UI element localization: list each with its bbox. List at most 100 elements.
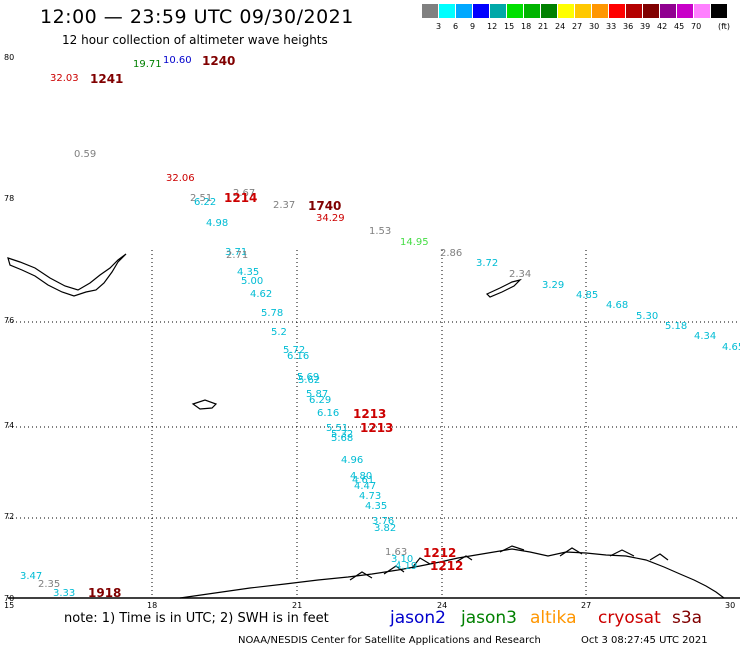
lat-label: 78 (4, 194, 15, 203)
wave-height-label: 2.86 (440, 248, 463, 259)
coastline (7, 253, 725, 599)
fjord-detail (349, 545, 669, 581)
wave-height-label: 6.29 (309, 395, 332, 406)
wave-height-label: 4.73 (359, 491, 382, 502)
wave-height-label: 5.68 (331, 433, 354, 444)
wave-height-label: 32.03 (50, 73, 79, 84)
wave-height-label: 4.80 (350, 471, 373, 482)
pass-time-label: 1240 (202, 54, 236, 68)
legend-swatch (541, 4, 557, 18)
legend-label: 12 (487, 22, 498, 31)
satellite-jason3: jason3 (461, 608, 517, 628)
wave-height-label: 5.72 (283, 345, 306, 356)
wave-height-label: 3.72 (476, 258, 499, 269)
wave-height-label: 2.71 (226, 250, 249, 261)
lon-label: 27 (581, 601, 592, 610)
lat-label: 70 (4, 594, 15, 603)
map-title: 12:00 — 23:59 UTC 09/30/2021 (40, 6, 354, 28)
wave-height-label: 6.22 (194, 197, 217, 208)
lon-label: 24 (437, 601, 448, 610)
wave-height-label: 5.00 (241, 276, 264, 287)
wave-height-label: 1.53 (369, 226, 392, 237)
legend-swatch (439, 4, 455, 18)
satellite-jason2: jason2 (390, 608, 446, 628)
svalbard-coast (7, 253, 127, 297)
wave-height-label: 4.68 (606, 300, 629, 311)
legend-swatch (524, 4, 540, 18)
wave-height-label: 4.85 (576, 290, 599, 301)
wave-height-label: 6.16 (287, 351, 310, 362)
legend-label: 15 (504, 22, 515, 31)
legend-swatch (677, 4, 693, 18)
lat-label: 80 (4, 53, 15, 62)
credit-text: NOAA/NESDIS Center for Satellite Applica… (238, 635, 541, 646)
wave-height-label: 1.63 (385, 547, 408, 558)
wave-height-label: 5.87 (306, 389, 329, 400)
wave-height-label: 4.96 (341, 455, 364, 466)
wave-height-label: 3.71 (225, 247, 248, 258)
wave-height-label: 34.29 (316, 213, 345, 224)
wave-height-label: 4.62 (250, 289, 273, 300)
wave-height-label: 4.19 (395, 561, 418, 572)
wave-height-label: 2.37 (273, 200, 296, 211)
legend-label: 6 (453, 22, 459, 31)
wave-height-label: 4.98 (206, 218, 229, 229)
wave-height-label: 2.35 (38, 579, 61, 590)
wave-height-label: 5.78 (261, 308, 284, 319)
satellite-cryosat: cryosat (598, 608, 661, 628)
wave-height-label: 2.67 (233, 188, 256, 199)
legend-swatch (609, 4, 625, 18)
lon-label: 21 (292, 601, 303, 610)
wave-height-label: 0.59 (74, 149, 97, 160)
norway-coast (179, 548, 725, 599)
wave-height-label: 14.95 (400, 237, 429, 248)
legend-label: 33 (606, 22, 617, 31)
wave-height-label: 10.60 (163, 55, 192, 66)
wave-height-label: 5.2 (271, 327, 287, 338)
satellite-s3a: s3a (672, 608, 703, 628)
pass-time-label: 1212 (430, 559, 464, 573)
wave-height-label: 5.62 (298, 375, 321, 386)
legend-swatch (643, 4, 659, 18)
legend-swatch (711, 4, 727, 18)
wave-height-label: 5.32 (331, 429, 354, 440)
legend-unit: (ft) (718, 22, 731, 31)
legend-swatch (422, 4, 438, 18)
lat-label: 76 (4, 316, 15, 325)
wave-height-label: 3.76 (372, 516, 395, 527)
wave-height-label: 2.34 (509, 269, 532, 280)
bear-island-coast (191, 399, 218, 410)
legend-label: 36 (623, 22, 634, 31)
lon-label: 18 (147, 601, 158, 610)
wave-height-label: 4.61 (352, 475, 375, 486)
pass-time-label: 1213 (360, 421, 394, 435)
wave-height-label: 3.47 (20, 571, 43, 582)
legend-label: 18 (521, 22, 532, 31)
legend-label: 24 (555, 22, 566, 31)
wave-height-label: 19.71 (133, 59, 162, 70)
pass-time-label: 1918 (88, 586, 122, 600)
lon-label: 15 (4, 601, 15, 610)
lat-label: 72 (4, 512, 15, 521)
legend-label: 27 (572, 22, 583, 31)
legend-label: 42 (657, 22, 668, 31)
legend-label: 39 (640, 22, 651, 31)
legend-swatch (507, 4, 523, 18)
lat-label: 74 (4, 421, 15, 430)
pass-time-label: 1241 (90, 72, 124, 86)
wave-height-label: 4.34 (694, 331, 717, 342)
generated-timestamp: Oct 3 08:27:45 UTC 2021 (581, 635, 708, 646)
pass-time-label: 1740 (308, 199, 342, 213)
wave-height-label: 4.35 (365, 501, 388, 512)
kong-karl-coast (485, 278, 522, 298)
wave-height-label: 6.16 (317, 408, 340, 419)
legend-swatch (660, 4, 676, 18)
legend-swatch (592, 4, 608, 18)
lon-label: 30 (725, 601, 736, 610)
pass-time-label: 1214 (224, 191, 258, 205)
satellite-altika: altika (530, 608, 577, 628)
wave-height-label: 3.29 (542, 280, 565, 291)
wave-height-label: 3.10 (391, 554, 414, 565)
map-subtitle: 12 hour collection of altimeter wave hei… (62, 33, 328, 47)
